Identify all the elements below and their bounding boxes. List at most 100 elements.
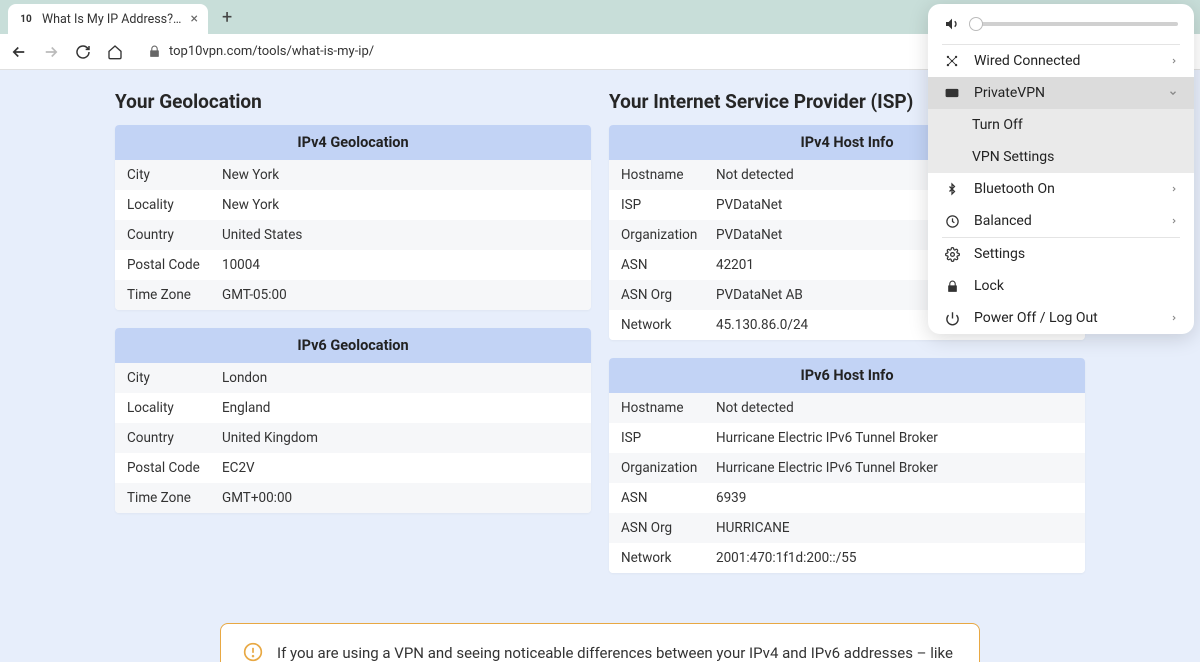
chevron-right-icon [1170, 55, 1178, 67]
row-label: ASN [621, 490, 716, 506]
row-value: New York [222, 197, 579, 213]
volume-icon [944, 16, 960, 32]
row-label: City [127, 370, 222, 386]
settings-icon [944, 247, 960, 262]
row-label: Locality [127, 400, 222, 416]
row-label: ISP [621, 430, 716, 446]
tab-favicon: 10 [18, 11, 34, 27]
row-value: 10004 [222, 257, 579, 273]
row-label: ASN Org [621, 287, 716, 303]
table-row: ASN OrgHURRICANE [609, 513, 1085, 543]
row-label: Hostname [621, 400, 716, 416]
row-label: Country [127, 227, 222, 243]
table-row: Time ZoneGMT-05:00 [115, 280, 591, 310]
panel-item-label: VPN Settings [972, 149, 1178, 165]
row-label: ISP [621, 197, 716, 213]
warning-icon [243, 642, 263, 662]
row-value: United States [222, 227, 579, 243]
geolocation-column: Your Geolocation IPv4 GeolocationCityNew… [115, 90, 591, 591]
table-row: ISPHurricane Electric IPv6 Tunnel Broker [609, 423, 1085, 453]
row-label: Time Zone [127, 287, 222, 303]
home-button[interactable] [106, 43, 124, 61]
chevron-right-icon [1170, 215, 1178, 227]
ipv6-geo-table: IPv6 GeolocationCityLondonLocalityEnglan… [115, 328, 591, 513]
table-row: LocalityNew York [115, 190, 591, 220]
row-value: 2001:470:1f1d:200::/55 [716, 550, 1073, 566]
lock-icon [148, 45, 161, 58]
balanced-icon [944, 214, 960, 229]
row-value: Not detected [716, 400, 1073, 416]
panel-item-label: Balanced [974, 213, 1156, 229]
table-row: Network2001:470:1f1d:200::/55 [609, 543, 1085, 573]
row-value: Hurricane Electric IPv6 Tunnel Broker [716, 430, 1073, 446]
network-icon [944, 54, 960, 68]
panel-item-label: Power Off / Log Out [974, 310, 1156, 326]
back-button[interactable] [10, 43, 28, 61]
panel-items-secondary: Settings Lock Power Off / Log Out [928, 238, 1194, 334]
panel-item-vpn-settings[interactable]: VPN Settings [928, 141, 1194, 173]
reload-button[interactable] [74, 43, 92, 61]
new-tab-button[interactable]: + [208, 7, 246, 28]
table-row: Time ZoneGMT+00:00 [115, 483, 591, 513]
panel-item-wired-connected[interactable]: Wired Connected [928, 45, 1194, 77]
table-row: Postal Code10004 [115, 250, 591, 280]
chevron-right-icon [1170, 312, 1178, 324]
row-label: Time Zone [127, 490, 222, 506]
panel-item-bluetooth-on[interactable]: Bluetooth On [928, 173, 1194, 205]
panel-item-balanced[interactable]: Balanced [928, 205, 1194, 237]
table-header: IPv6 Geolocation [115, 328, 591, 363]
table-row: Postal CodeEC2V [115, 453, 591, 483]
table-row: OrganizationHurricane Electric IPv6 Tunn… [609, 453, 1085, 483]
row-label: Organization [621, 227, 716, 243]
row-label: Network [621, 317, 716, 333]
row-label: ASN [621, 257, 716, 273]
table-row: HostnameNot detected [609, 393, 1085, 423]
tab-title: What Is My IP Address? Pu [42, 12, 183, 27]
row-value: England [222, 400, 579, 416]
panel-item-lock[interactable]: Lock [928, 270, 1194, 302]
row-label: Postal Code [127, 460, 222, 476]
table-row: CityNew York [115, 160, 591, 190]
panel-item-label: Bluetooth On [974, 181, 1156, 197]
section-title-geolocation: Your Geolocation [115, 90, 591, 113]
lock-icon [944, 279, 960, 294]
panel-item-label: Turn Off [972, 117, 1178, 133]
panel-item-label: Settings [974, 246, 1178, 262]
ipv4-geo-table: IPv4 GeolocationCityNew YorkLocalityNew … [115, 125, 591, 310]
url-text: top10vpn.com/tools/what-is-my-ip/ [169, 44, 374, 59]
power-icon [944, 311, 960, 326]
row-label: Postal Code [127, 257, 222, 273]
panel-items-main: Wired Connected PrivateVPN Turn Off VPN Set… [928, 45, 1194, 237]
row-value: GMT-05:00 [222, 287, 579, 303]
row-value: London [222, 370, 579, 386]
panel-item-turn-off[interactable]: Turn Off [928, 109, 1194, 141]
volume-slider[interactable] [972, 22, 1178, 26]
warning-text: If you are using a VPN and seeing notice… [277, 640, 957, 662]
row-value: 6939 [716, 490, 1073, 506]
row-label: Network [621, 550, 716, 566]
panel-item-settings[interactable]: Settings [928, 238, 1194, 270]
vpn-icon [944, 87, 960, 99]
volume-thumb[interactable] [969, 17, 983, 31]
row-value: HURRICANE [716, 520, 1073, 536]
chevron-right-icon [1170, 183, 1178, 195]
browser-tab[interactable]: 10 What Is My IP Address? Pu × [8, 4, 208, 34]
panel-item-label: PrivateVPN [974, 85, 1154, 101]
table-row: CountryUnited Kingdom [115, 423, 591, 453]
system-status-panel: Wired Connected PrivateVPN Turn Off VPN Set… [928, 4, 1194, 334]
table-row: CityLondon [115, 363, 591, 393]
bluetooth-icon [944, 181, 960, 197]
panel-item-power-off-log-out[interactable]: Power Off / Log Out [928, 302, 1194, 334]
row-label: City [127, 167, 222, 183]
chevron-down-icon [1168, 88, 1178, 98]
row-value: EC2V [222, 460, 579, 476]
row-label: Organization [621, 460, 716, 476]
panel-item-privatevpn[interactable]: PrivateVPN [928, 77, 1194, 109]
table-row: CountryUnited States [115, 220, 591, 250]
ipv6-host-table: IPv6 Host InfoHostnameNot detectedISPHur… [609, 358, 1085, 573]
table-header: IPv6 Host Info [609, 358, 1085, 393]
forward-button[interactable] [42, 43, 60, 61]
row-label: Locality [127, 197, 222, 213]
close-icon[interactable]: × [191, 11, 198, 27]
panel-item-label: Wired Connected [974, 53, 1156, 69]
